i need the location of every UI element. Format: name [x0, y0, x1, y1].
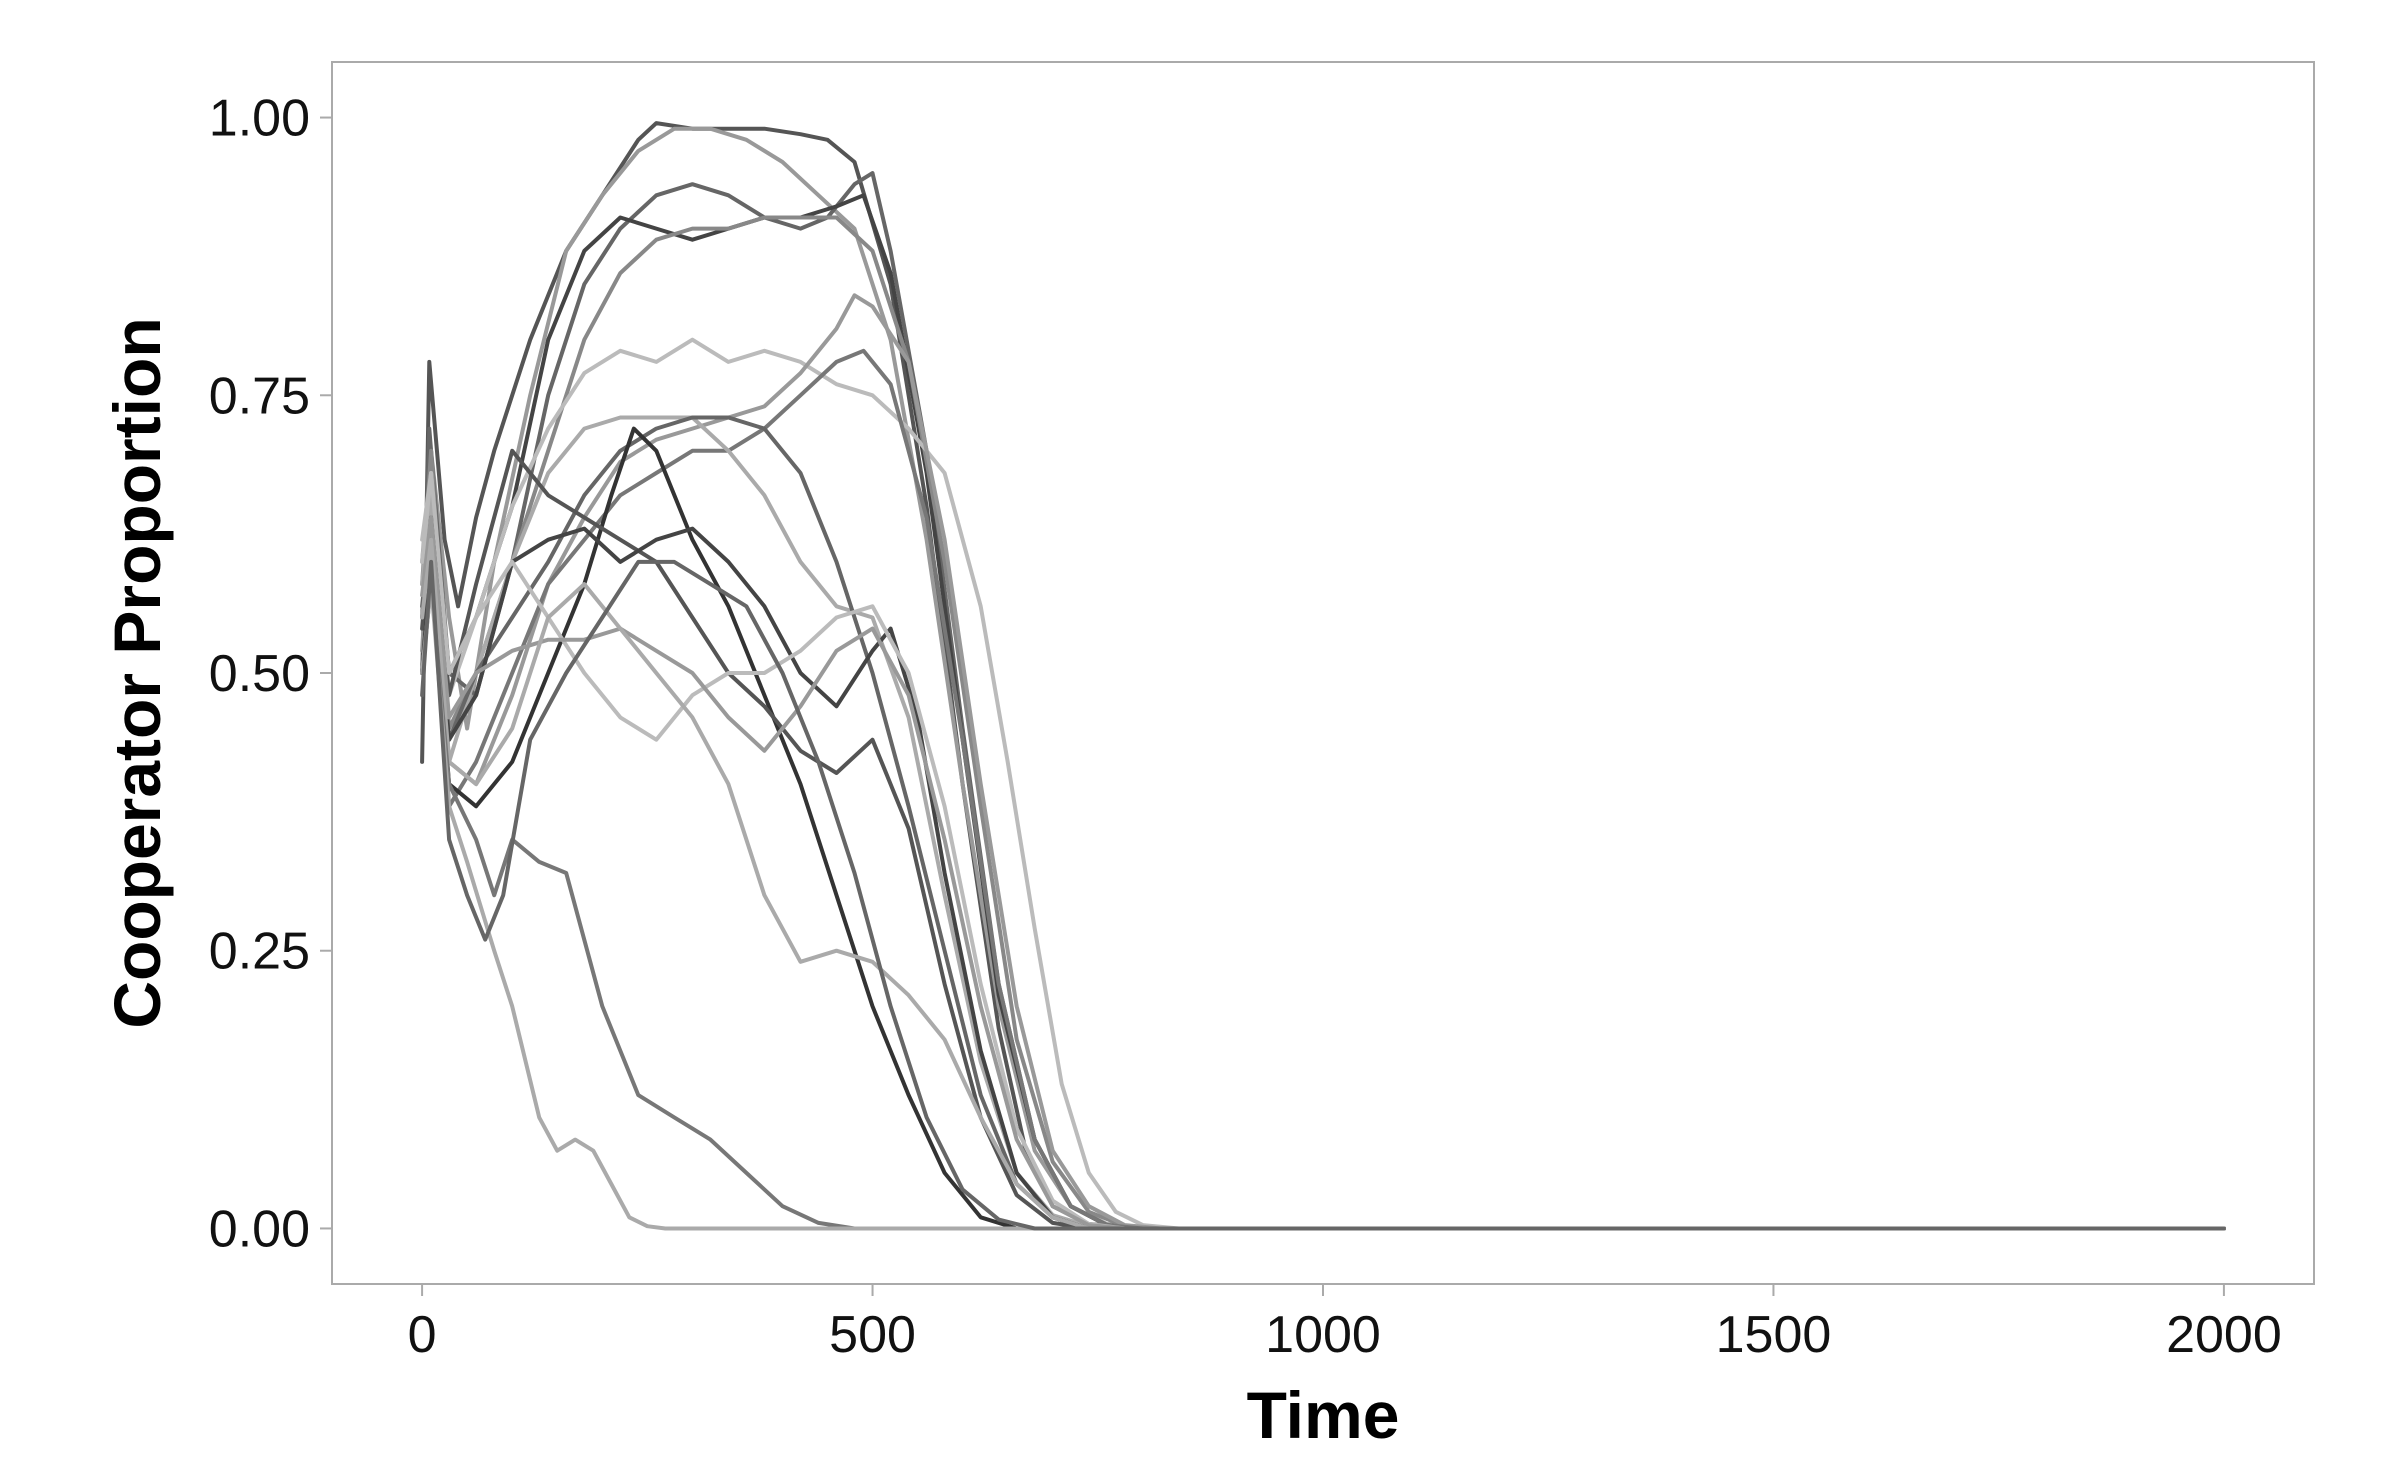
series-line-16: [420, 537, 2226, 1231]
series-line-15: [420, 515, 2226, 1231]
series-line-7: [420, 293, 2226, 1231]
y-tick-label: 0.00: [209, 1200, 310, 1258]
series-line-18: [420, 582, 2226, 1231]
series-line-14: [420, 471, 2226, 1231]
y-tick-label: 0.50: [209, 645, 310, 703]
series-line-11: [420, 426, 2226, 1231]
y-axis-title: Cooperator Proportion: [100, 317, 174, 1028]
series-line-13: [420, 526, 2226, 1231]
y-tick-label: 0.25: [209, 923, 310, 981]
series-line-19: [420, 559, 2226, 1231]
y-tick-label: 0.75: [209, 367, 310, 425]
series-line-10: [420, 415, 2226, 1231]
series-line-1: [420, 121, 2226, 1231]
axis-layer: 0 500 1000 1500 2000 0.00 0.25 0.50 0.75 1.00: [209, 90, 2282, 1364]
series-layer: [420, 121, 2226, 1231]
x-tick-label: 0: [408, 1306, 437, 1364]
x-tick-label: 1000: [1265, 1306, 1381, 1364]
x-tick-label: 500: [829, 1306, 916, 1364]
series-line-2: [420, 126, 2226, 1231]
x-axis-title: Time: [1247, 1378, 1400, 1452]
x-tick-label: 2000: [2166, 1306, 2282, 1364]
plot-frame: [331, 61, 2315, 1285]
series-line-8: [420, 348, 2226, 1231]
x-tick-label: 1500: [1716, 1306, 1832, 1364]
series-line-12: [420, 448, 2226, 1231]
y-tick-label: 1.00: [209, 90, 310, 148]
series-line-6: [420, 337, 2226, 1231]
series-line-17: [420, 582, 2226, 1231]
